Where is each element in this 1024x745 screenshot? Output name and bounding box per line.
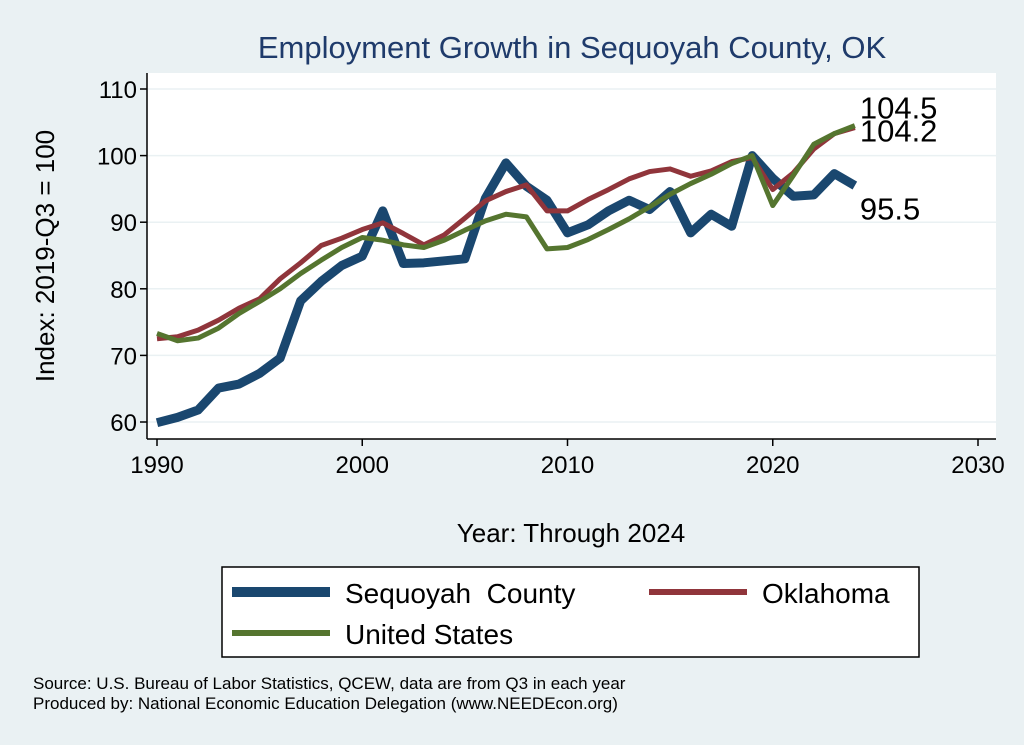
y-tick-label-70: 70 <box>110 343 137 370</box>
y-axis-ticks: 60 70 80 90 100 110 <box>97 77 147 437</box>
chart-title: Employment Growth in Sequoyah County, OK <box>258 30 887 65</box>
plot-area <box>147 73 996 439</box>
y-tick-label-110: 110 <box>99 77 137 104</box>
series-line-sequoyah <box>155 151 858 428</box>
y-tick-label-80: 80 <box>110 277 137 304</box>
x-tick-label-1990: 1990 <box>130 452 183 479</box>
x-tick-label-2020: 2020 <box>746 452 799 479</box>
source-note: Source: U.S. Bureau of Labor Statistics,… <box>33 674 626 693</box>
series-lines <box>155 123 858 428</box>
x-tick-label-2030: 2030 <box>951 452 1004 479</box>
gridlines <box>147 88 996 423</box>
legend-label-sequoyah: Sequoyah County <box>345 578 575 609</box>
y-axis-label: Index: 2019-Q3 = 100 <box>30 130 60 382</box>
produced-by-note: Produced by: National Economic Education… <box>33 694 618 713</box>
x-axis-label: Year: Through 2024 <box>457 518 685 548</box>
legend: Sequoyah County Oklahoma United States <box>221 566 920 658</box>
x-tick-label-2000: 2000 <box>336 452 389 479</box>
legend-label-united-states: United States <box>345 619 513 650</box>
x-axis-ticks: 1990 2000 2010 2020 2030 <box>130 439 1005 479</box>
legend-label-oklahoma: Oklahoma <box>762 578 890 609</box>
x-tick-label-2010: 2010 <box>541 452 594 479</box>
series-line-united-states <box>156 123 856 344</box>
y-tick-label-60: 60 <box>110 410 137 437</box>
end-label-sequoyah: 95.5 <box>860 192 920 227</box>
legend-box <box>221 566 920 658</box>
y-tick-label-90: 90 <box>110 210 137 237</box>
y-tick-label-100: 100 <box>97 144 137 171</box>
end-label-united-states: 104.5 <box>860 91 938 126</box>
end-label-oklahoma: 104.2 <box>860 114 938 149</box>
